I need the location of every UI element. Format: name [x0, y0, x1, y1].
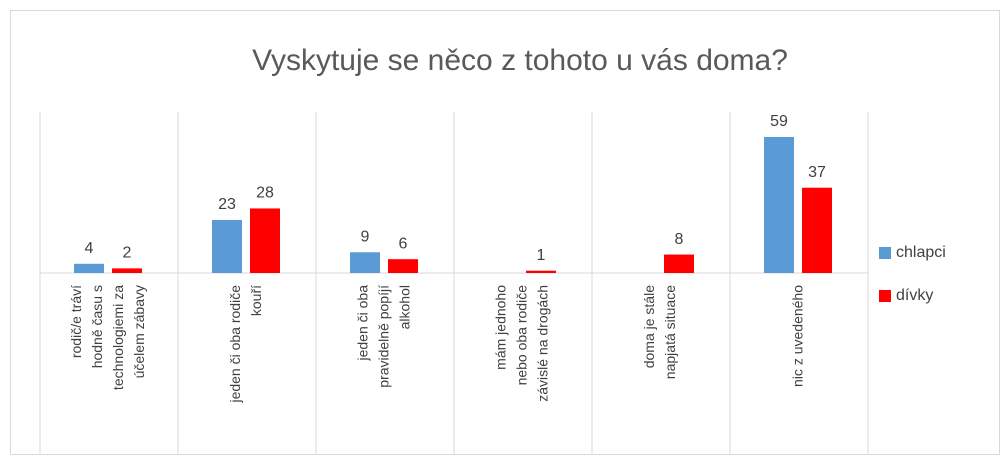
value-label: 9 [361, 228, 370, 245]
x-tick-label: pravidelně popíjí [376, 285, 392, 388]
x-tick-label: jeden či oba rodiče [227, 285, 243, 404]
legend-label: dívky [896, 287, 933, 304]
value-label: 8 [675, 231, 684, 248]
value-label: 28 [256, 185, 274, 202]
value-label: 59 [770, 113, 788, 130]
x-tick-label: hodně času s [89, 285, 105, 368]
x-tick-label: kouří [248, 285, 264, 316]
bar [802, 187, 832, 273]
x-tick-label: nebo oba rodiče [514, 285, 530, 386]
legend-swatch [879, 247, 891, 259]
chart-border [10, 10, 1000, 455]
bar [350, 252, 380, 273]
x-tick-label: nic z uvedeného [790, 285, 806, 387]
bar [112, 268, 142, 273]
chart-title: Vyskytuje se něco z tohoto u vás doma? [252, 44, 788, 77]
x-tick-label: doma je stále [641, 285, 657, 368]
x-tick-label: jeden či oba [355, 285, 371, 362]
bar [664, 254, 694, 273]
x-tick-label: rodič/e tráví [68, 285, 84, 358]
legend-swatch [879, 290, 891, 302]
value-label: 6 [399, 235, 408, 252]
bar [74, 263, 104, 273]
x-tick-label: technologiemi za [110, 285, 126, 390]
x-tick-label: účelem zábavy [131, 285, 147, 378]
x-tick-label: napjatá situace [662, 285, 678, 379]
bar [250, 208, 280, 273]
bar [388, 259, 418, 273]
legend-label: chlapci [896, 244, 946, 261]
x-tick-label: alkohol [397, 285, 413, 329]
value-label: 23 [218, 196, 236, 213]
bar [764, 137, 794, 273]
value-label: 2 [123, 245, 132, 262]
value-label: 37 [808, 164, 826, 181]
value-label: 1 [537, 247, 546, 264]
bar [212, 219, 242, 273]
x-tick-label: mám jednoho [493, 285, 509, 370]
bar [526, 270, 556, 273]
x-tick-label: závislé na drogách [535, 285, 551, 402]
value-label: 4 [85, 240, 94, 257]
